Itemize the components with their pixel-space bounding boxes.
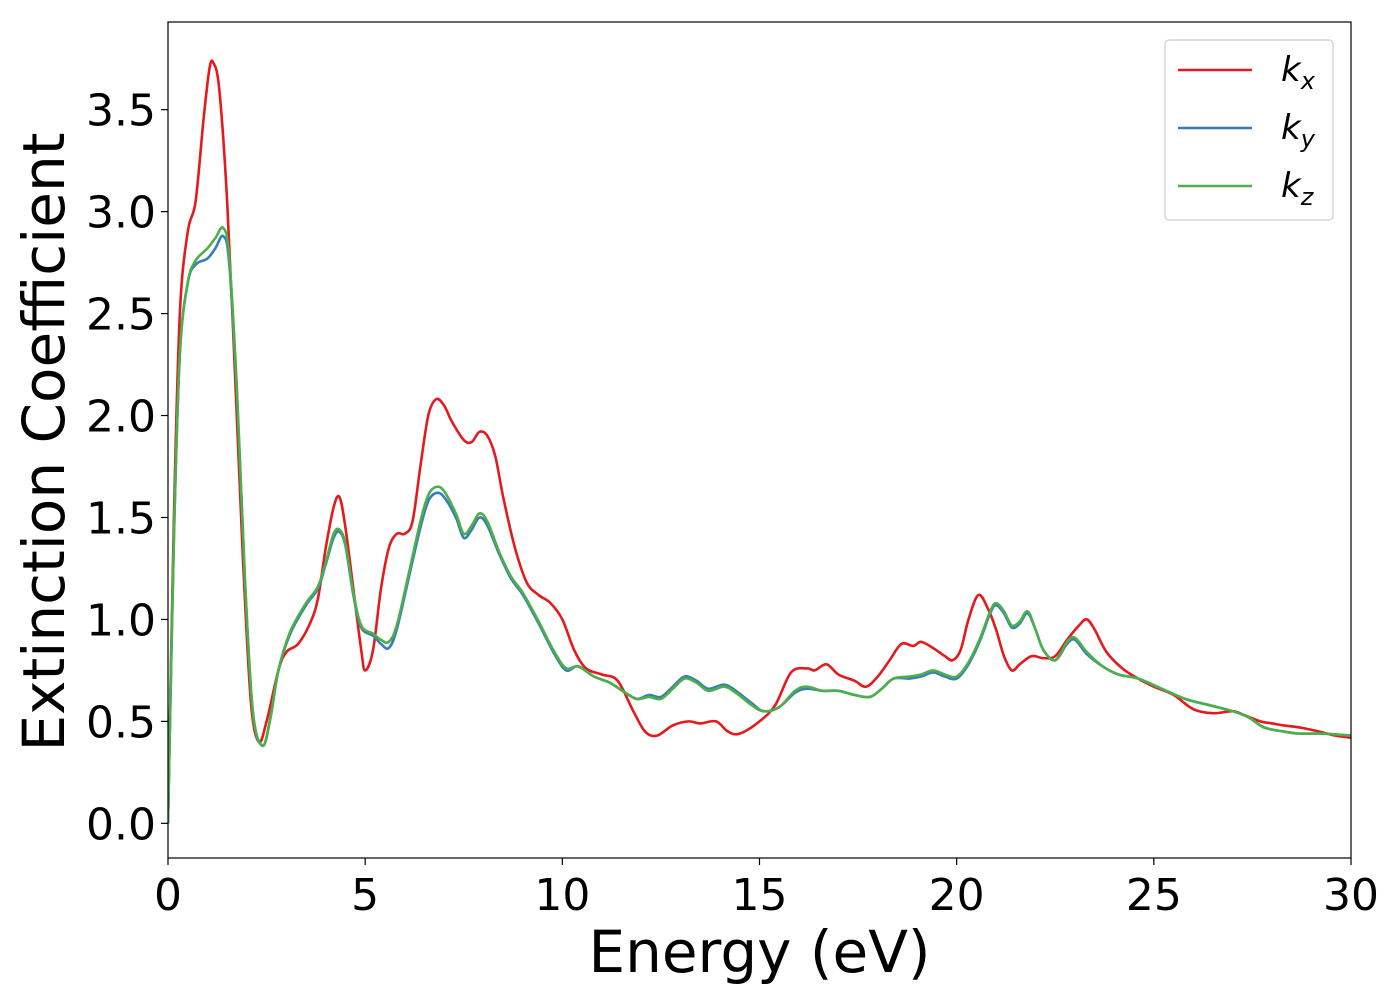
y-axis-ticks: 0.0 0.5 1.0 1.5 2.0 2.5 3.0 3.5 bbox=[86, 86, 168, 850]
x-tick-label: 5 bbox=[351, 870, 379, 921]
y-tick-label: 2.0 bbox=[86, 392, 156, 443]
series-line-kz bbox=[168, 226, 1351, 824]
x-tick-label: 15 bbox=[732, 870, 788, 921]
y-tick-label: 0.5 bbox=[86, 697, 156, 748]
legend-item-kx: kx bbox=[1178, 50, 1316, 95]
y-tick-label: 3.0 bbox=[86, 188, 156, 239]
legend-label: kx bbox=[1281, 50, 1316, 95]
legend-item-kz: kz bbox=[1178, 166, 1315, 211]
legend: kx ky kz bbox=[1164, 39, 1334, 221]
y-tick-label: 0.0 bbox=[86, 799, 156, 850]
x-tick-label: 20 bbox=[929, 870, 985, 921]
x-tick-label: 10 bbox=[534, 870, 590, 921]
y-tick-label: 1.5 bbox=[86, 493, 156, 544]
x-tick-label: 0 bbox=[154, 870, 182, 921]
legend-label: ky bbox=[1281, 108, 1316, 153]
x-axis-title: Energy (eV) bbox=[588, 918, 930, 986]
legend-label: kz bbox=[1281, 166, 1315, 211]
y-tick-label: 2.5 bbox=[86, 290, 156, 341]
y-tick-label: 3.5 bbox=[86, 86, 156, 137]
series-layer bbox=[168, 59, 1351, 824]
x-tick-label: 30 bbox=[1323, 870, 1379, 921]
legend-item-ky: ky bbox=[1178, 108, 1316, 153]
legend-box bbox=[1164, 39, 1334, 221]
y-tick-label: 1.0 bbox=[86, 595, 156, 646]
y-axis-title: Extinction Coefficient bbox=[10, 133, 78, 752]
x-axis-ticks: 0 5 10 15 20 25 30 bbox=[154, 858, 1379, 921]
x-tick-label: 25 bbox=[1126, 870, 1182, 921]
